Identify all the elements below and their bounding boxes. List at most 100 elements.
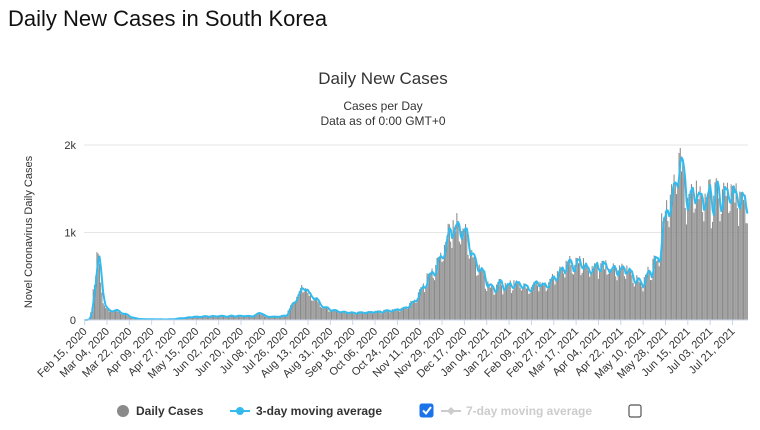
daily-case-bar (219, 315, 221, 320)
daily-case-bar (425, 286, 427, 320)
daily-case-bar (412, 301, 414, 320)
daily-case-bar (239, 315, 241, 320)
daily-case-bar (622, 265, 624, 320)
daily-case-bar (514, 284, 516, 320)
daily-case-bar (409, 303, 411, 320)
daily-case-bar (648, 271, 650, 320)
daily-case-bar (708, 179, 710, 320)
daily-case-bar (447, 223, 449, 320)
daily-case-bar (528, 294, 530, 320)
daily-case-bar (405, 306, 407, 320)
daily-case-bar (322, 307, 324, 320)
daily-case-bar (206, 317, 208, 320)
daily-case-bar (525, 288, 527, 320)
daily-case-bar (487, 281, 489, 320)
daily-case-bar (596, 261, 598, 320)
daily-case-bar (615, 276, 617, 320)
daily-case-bar (643, 277, 645, 320)
daily-case-bar (515, 280, 517, 320)
daily-case-bar (117, 311, 119, 320)
daily-case-bar (121, 314, 123, 320)
daily-case-bar (235, 315, 237, 320)
daily-case-bar (555, 281, 557, 320)
daily-case-bar (224, 317, 226, 320)
daily-case-bar (191, 316, 194, 320)
daily-case-bar (241, 316, 243, 320)
daily-case-bar (560, 267, 562, 320)
daily-case-bar (273, 316, 275, 320)
daily-case-bar (455, 231, 457, 320)
daily-case-bar (276, 317, 278, 320)
daily-case-bar (110, 311, 112, 320)
daily-case-bar (330, 309, 333, 320)
legend-three-day-average[interactable]: 3-day moving average (230, 404, 382, 418)
daily-case-bar (599, 271, 601, 320)
seven-day-average-checkbox[interactable] (628, 404, 642, 418)
daily-case-bar (707, 195, 709, 320)
daily-case-bar (257, 312, 259, 320)
legend-seven-day-average[interactable]: 7-day moving average (441, 404, 592, 418)
daily-case-bar (713, 195, 715, 320)
daily-case-bar (618, 265, 620, 320)
daily-case-bar (512, 290, 514, 320)
daily-case-bar (270, 316, 272, 320)
daily-case-bar (384, 309, 386, 320)
daily-case-bar (332, 310, 334, 320)
daily-case-bar (216, 316, 218, 320)
three-day-average-checkbox[interactable] (419, 403, 434, 418)
daily-case-bar (123, 314, 125, 320)
daily-case-bar (199, 317, 201, 320)
daily-case-bar (214, 316, 216, 320)
daily-case-bar (288, 308, 290, 320)
daily-case-bar (663, 218, 665, 320)
daily-case-bar (496, 284, 498, 320)
daily-case-bar (529, 292, 531, 320)
daily-case-bar (307, 293, 309, 320)
chart-subtitle-line-2: Data as of 0:00 GMT+0 (320, 114, 445, 128)
daily-case-bar (460, 244, 462, 320)
daily-case-bar (690, 184, 692, 320)
daily-case-bar (432, 277, 434, 320)
daily-case-bar (327, 308, 329, 320)
daily-case-bar (453, 227, 455, 320)
daily-case-bar (357, 311, 359, 320)
daily-case-bar (613, 265, 616, 320)
daily-case-bar (333, 309, 335, 320)
daily-case-bar (566, 261, 568, 320)
daily-case-bar (504, 282, 506, 320)
daily-case-bar (386, 310, 388, 320)
daily-case-bar (693, 212, 695, 320)
daily-case-bar (417, 292, 419, 320)
gridlines (84, 144, 748, 233)
daily-case-bar (672, 190, 674, 320)
daily-case-bar (292, 301, 294, 320)
daily-case-bar (489, 287, 491, 320)
daily-case-bar (644, 274, 647, 320)
daily-case-bar (498, 279, 500, 320)
daily-case-bar (539, 281, 541, 320)
daily-case-bar (745, 223, 747, 320)
legend-daily-cases[interactable]: Daily Cases (117, 404, 204, 418)
daily-case-bar (607, 273, 609, 320)
daily-case-bar (483, 274, 485, 320)
daily-case-bar (503, 290, 505, 320)
daily-case-bar (366, 311, 369, 320)
daily-case-bar (280, 315, 282, 320)
daily-case-bar (355, 314, 357, 320)
daily-case-bar (105, 308, 107, 320)
daily-case-bar (304, 288, 306, 320)
daily-case-bar (259, 313, 261, 320)
daily-case-bar (198, 317, 200, 320)
daily-case-bar (209, 315, 211, 320)
daily-case-bar (196, 316, 198, 320)
daily-case-bar (482, 270, 484, 320)
daily-case-bar (527, 286, 529, 320)
daily-case-bar (493, 294, 495, 320)
daily-case-bar (638, 282, 640, 320)
daily-case-bar (256, 312, 258, 320)
daily-case-bar (481, 269, 483, 320)
daily-case-bar (193, 316, 195, 320)
daily-case-bar (95, 275, 97, 320)
daily-case-bar (416, 298, 418, 320)
daily-case-bar (507, 284, 509, 320)
